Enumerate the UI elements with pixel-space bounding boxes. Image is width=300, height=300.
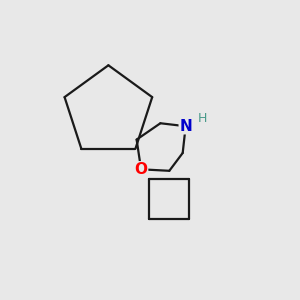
Text: H: H bbox=[197, 112, 207, 125]
Text: O: O bbox=[135, 162, 148, 177]
Text: N: N bbox=[179, 119, 192, 134]
